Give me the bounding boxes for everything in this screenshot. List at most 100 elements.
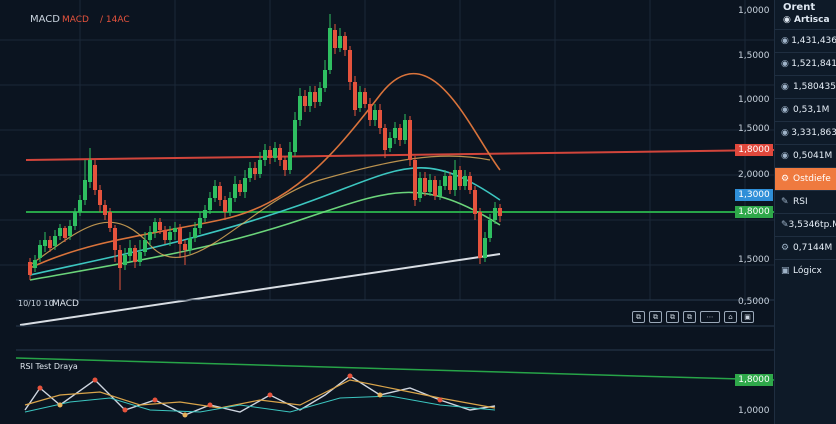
- candle[interactable]: [168, 226, 172, 246]
- home-icon[interactable]: ⌂: [724, 311, 737, 323]
- candle[interactable]: [473, 186, 477, 220]
- candle[interactable]: [298, 88, 302, 126]
- candle[interactable]: [208, 192, 212, 214]
- more-icon[interactable]: ⋯: [700, 311, 720, 323]
- candle[interactable]: [48, 236, 52, 252]
- candle[interactable]: [88, 148, 92, 188]
- candle[interactable]: [68, 220, 72, 240]
- candle[interactable]: [348, 46, 352, 90]
- candle[interactable]: [263, 144, 267, 166]
- candle[interactable]: [483, 232, 487, 262]
- candle[interactable]: [288, 142, 292, 174]
- candle[interactable]: [458, 166, 462, 190]
- candle[interactable]: [463, 170, 467, 190]
- candle[interactable]: [218, 182, 222, 206]
- copy-icon[interactable]: ⧉: [683, 311, 696, 323]
- candle[interactable]: [378, 104, 382, 134]
- candle[interactable]: [123, 248, 127, 270]
- candle[interactable]: [173, 222, 177, 240]
- candle[interactable]: [143, 232, 147, 256]
- candle[interactable]: [283, 156, 287, 176]
- candle[interactable]: [213, 180, 217, 202]
- candle[interactable]: [248, 162, 252, 182]
- candle[interactable]: [258, 152, 262, 178]
- candle[interactable]: [73, 208, 77, 230]
- sidebar-item[interactable]: ▣ Lógicx: [775, 259, 836, 282]
- candle[interactable]: [128, 240, 132, 262]
- sidebar-item-rsi[interactable]: ✎ RSI: [775, 190, 836, 213]
- candle[interactable]: [243, 170, 247, 198]
- candle[interactable]: [158, 218, 162, 234]
- candle[interactable]: [273, 142, 277, 162]
- candle[interactable]: [33, 255, 37, 272]
- candle[interactable]: [363, 88, 367, 108]
- copy-icon[interactable]: ⧉: [666, 311, 679, 323]
- trend-line[interactable]: [19, 253, 501, 326]
- candle[interactable]: [418, 172, 422, 202]
- candle[interactable]: [93, 160, 97, 195]
- sidebar-item[interactable]: ◉ 1,521,841: [775, 52, 836, 75]
- resistance-line[interactable]: [25, 149, 775, 161]
- candle[interactable]: [108, 208, 112, 232]
- candle[interactable]: [373, 104, 377, 126]
- candle[interactable]: [368, 98, 372, 126]
- candle[interactable]: [38, 240, 42, 262]
- candle[interactable]: [318, 82, 322, 106]
- candle[interactable]: [228, 192, 232, 216]
- candle[interactable]: [303, 90, 307, 112]
- candle[interactable]: [338, 28, 342, 52]
- candle[interactable]: [198, 212, 202, 234]
- candle[interactable]: [403, 114, 407, 144]
- candle[interactable]: [293, 112, 297, 156]
- candle[interactable]: [138, 240, 142, 266]
- candle[interactable]: [28, 258, 32, 280]
- candle[interactable]: [133, 245, 137, 268]
- sidebar-item[interactable]: ◉ 1,431,436: [775, 29, 836, 52]
- candle[interactable]: [53, 230, 57, 250]
- candle[interactable]: [493, 202, 497, 224]
- candle[interactable]: [253, 162, 257, 180]
- candlesticks[interactable]: [28, 14, 502, 290]
- candle[interactable]: [183, 240, 187, 265]
- candle[interactable]: [468, 172, 472, 194]
- candle[interactable]: [443, 170, 447, 190]
- candle[interactable]: [103, 200, 107, 220]
- candle[interactable]: [43, 232, 47, 252]
- candle[interactable]: [408, 116, 412, 166]
- candle[interactable]: [343, 32, 347, 56]
- sidebar-item[interactable]: ◉ 0,53,1M: [775, 98, 836, 121]
- sidebar-item[interactable]: ◉ 3,331,863: [775, 121, 836, 144]
- candle[interactable]: [113, 225, 117, 262]
- copy-icon[interactable]: ⧉: [649, 311, 662, 323]
- sidebar-subtitle[interactable]: ◉ Artisca: [783, 15, 830, 25]
- sidebar-item-active[interactable]: ⚙ Ostdiefe: [775, 167, 836, 190]
- candle[interactable]: [178, 224, 182, 258]
- candle[interactable]: [328, 14, 332, 74]
- candle[interactable]: [148, 226, 152, 246]
- candle[interactable]: [233, 176, 237, 202]
- sidebar-item[interactable]: ✎ 3,5346tp.M: [775, 213, 836, 236]
- candle[interactable]: [478, 208, 482, 264]
- sidebar-item[interactable]: ⚙ 0,7144M: [775, 236, 836, 259]
- sidebar-item[interactable]: ◉ 1,580435: [775, 75, 836, 98]
- candle[interactable]: [383, 124, 387, 158]
- candle[interactable]: [223, 196, 227, 220]
- window-icon[interactable]: ▣: [741, 311, 754, 323]
- candle[interactable]: [423, 172, 427, 196]
- candle[interactable]: [498, 204, 502, 222]
- candle[interactable]: [428, 174, 432, 196]
- candle[interactable]: [83, 160, 87, 205]
- candle[interactable]: [58, 224, 62, 240]
- candle[interactable]: [268, 146, 272, 164]
- candle[interactable]: [153, 218, 157, 238]
- candle[interactable]: [433, 176, 437, 200]
- candle[interactable]: [393, 122, 397, 144]
- candle[interactable]: [78, 195, 82, 216]
- copy-icon[interactable]: ⧉: [632, 311, 645, 323]
- candle[interactable]: [488, 214, 492, 242]
- candle[interactable]: [398, 124, 402, 146]
- candle[interactable]: [308, 86, 312, 112]
- candle[interactable]: [63, 226, 67, 242]
- candle[interactable]: [388, 132, 392, 152]
- candle[interactable]: [203, 205, 207, 222]
